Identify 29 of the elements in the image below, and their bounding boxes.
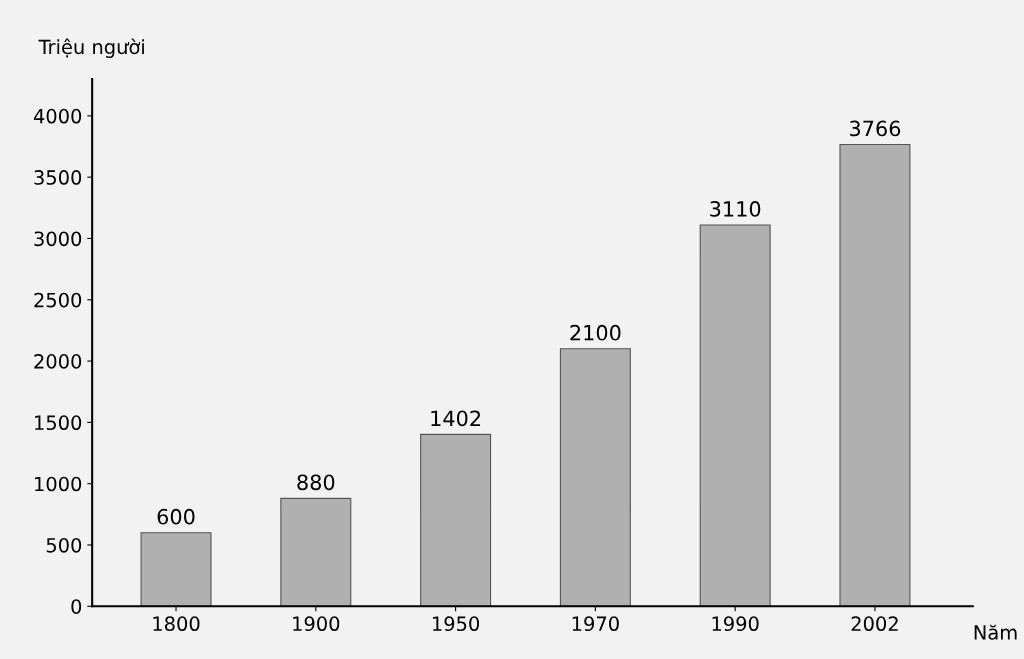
y-tick-label: 1500: [35, 415, 82, 431]
y-tick-label: 1000: [35, 476, 82, 492]
x-tick-label: 2002: [851, 616, 898, 632]
y-tick-label: 2500: [34, 292, 82, 308]
data-label: 600: [157, 508, 195, 525]
y-axis-title: Triệu người: [38, 38, 144, 58]
x-tick-label: 1990: [712, 616, 759, 632]
bar: [839, 143, 911, 607]
data-label: 3766: [850, 120, 901, 137]
x-axis-title: Năm: [974, 624, 1017, 640]
y-tick-label: 4000: [33, 108, 82, 124]
data-label: 880: [297, 474, 335, 491]
y-tick-label: 0: [71, 599, 82, 614]
y-tick-label: 3500: [34, 170, 82, 185]
y-tick-label: 500: [46, 537, 82, 553]
x-tick-label: 1970: [572, 616, 619, 632]
x-tick-label: 1950: [432, 616, 480, 632]
x-tick-label: 1900: [293, 616, 340, 632]
bar: [559, 348, 631, 607]
y-tick-label: 3000: [34, 231, 82, 247]
data-label: 2100: [570, 324, 621, 341]
bar: [140, 532, 212, 607]
data-label: 1402: [431, 410, 481, 427]
data-label: 3110: [710, 201, 761, 217]
bar: [420, 433, 492, 607]
y-tick-label: 2000: [34, 354, 82, 369]
bar: [699, 224, 771, 607]
x-tick-label: 1800: [153, 616, 200, 632]
bar: [280, 497, 352, 607]
